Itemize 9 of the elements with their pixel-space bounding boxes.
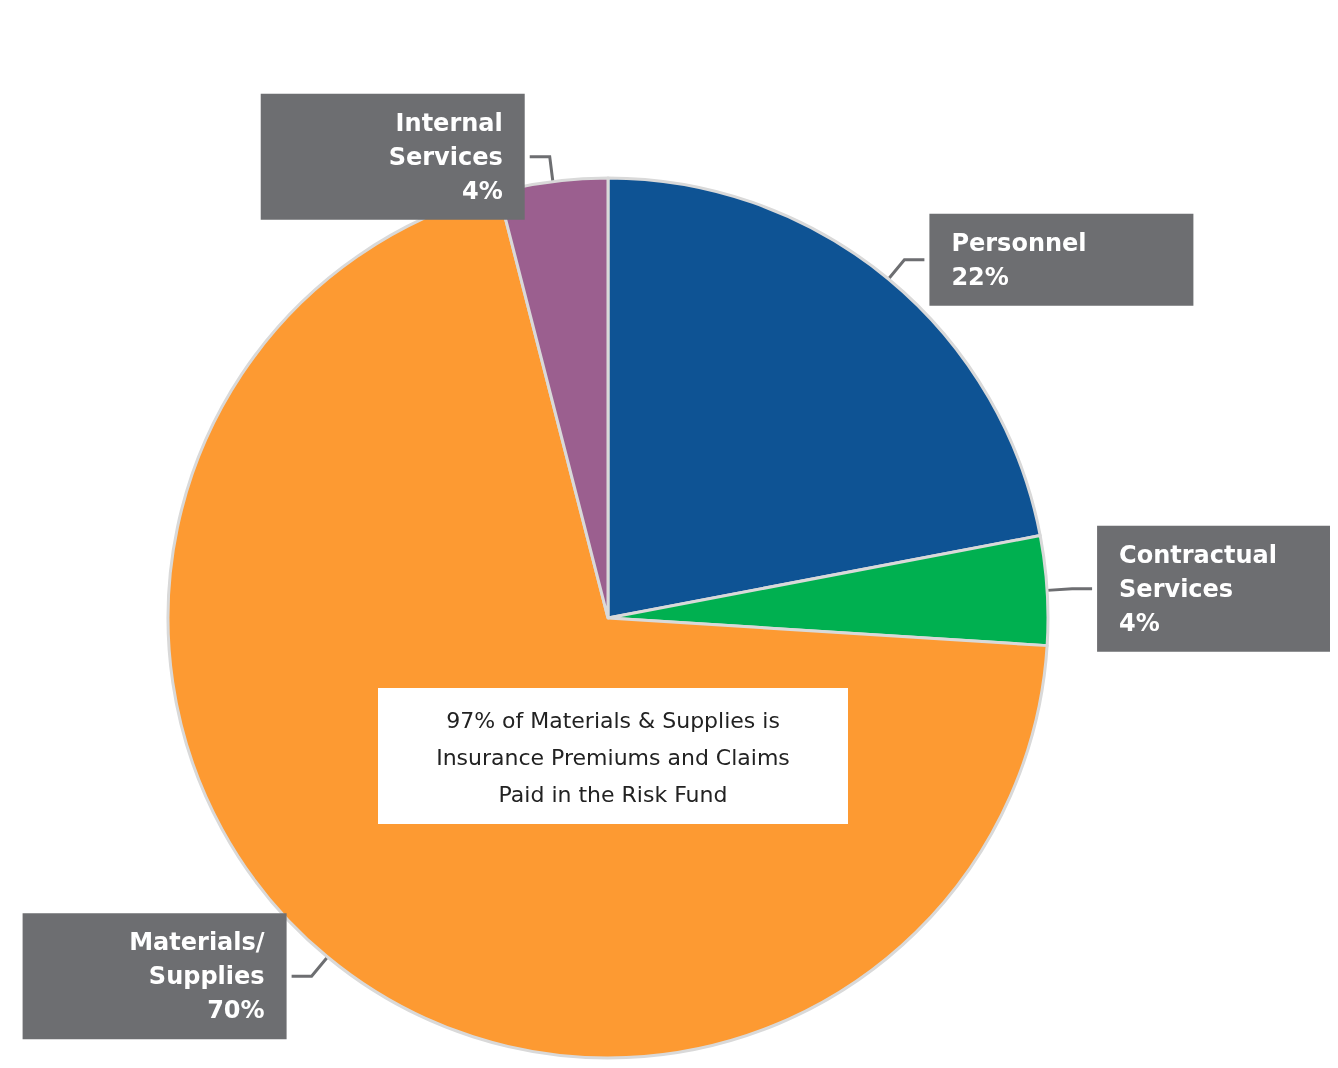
text: 97% of Materials & Supplies is Insurance Premiums and Claims Paid in the Risk Fund	[436, 708, 790, 807]
data-label: 22%	[951, 262, 1009, 291]
slice-label: Contractual Services	[1119, 540, 1277, 603]
data-label: 4%	[1119, 608, 1160, 637]
slice-label: Personnel	[951, 228, 1087, 257]
data-label: 4%	[461, 176, 503, 205]
slice-label: Internal Services	[388, 108, 503, 171]
data-label: 70%	[207, 996, 265, 1025]
slice-label: Materials/ Supplies	[129, 928, 265, 991]
